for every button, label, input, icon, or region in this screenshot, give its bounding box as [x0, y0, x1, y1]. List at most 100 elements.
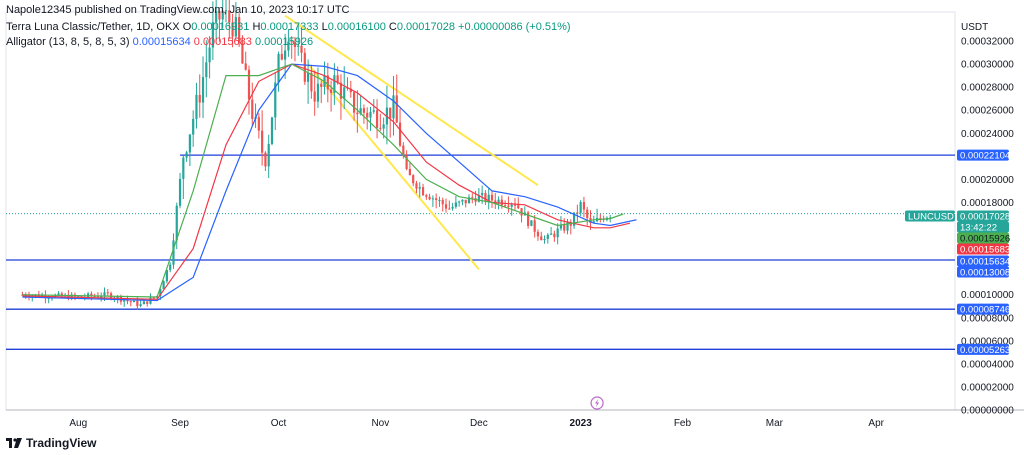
alligator-legend: Alligator (13, 8, 5, 8, 5, 3) 0.00015634… [6, 36, 313, 48]
alligator-lips-value: 0.00015926 [254, 36, 314, 48]
price-tag-text: 0.00015634 [960, 257, 1010, 268]
candle-down [90, 293, 93, 297]
candle-up [142, 301, 146, 305]
candle-down [244, 63, 247, 70]
y-tick-label: 0.00004000 [961, 359, 1014, 370]
candle-down [428, 196, 431, 200]
candle-up [185, 152, 188, 158]
ohlc-low: 0.00016100 [327, 21, 386, 33]
ohlc-change: +0.00000086 (+0.51%) [458, 21, 571, 33]
ohlc-open-label: O [182, 21, 192, 33]
candle-up [333, 75, 336, 93]
candle-down [129, 301, 132, 303]
x-tick-label: Oct [271, 418, 287, 429]
candle-down [247, 69, 251, 100]
candle-up [175, 205, 178, 241]
candle-down [300, 45, 303, 53]
candle-up [211, 22, 214, 48]
tradingview-brand: TradingView [26, 436, 97, 450]
candle-up [270, 117, 274, 144]
candle-up [392, 95, 395, 119]
candle-up [592, 221, 595, 223]
price-tag-text: 0.00015683 [960, 245, 1010, 256]
candle-down [280, 53, 283, 60]
candle-down [339, 82, 343, 99]
candle-down [504, 205, 507, 207]
x-tick-label: 2023 [570, 418, 593, 429]
candle-up [169, 264, 172, 271]
candle-down [405, 155, 408, 169]
candle-up [559, 224, 563, 229]
ohlc-open: 0.00016931 [191, 21, 250, 33]
candle-up [458, 201, 461, 203]
candle-up [77, 296, 80, 298]
candle-down [136, 300, 139, 307]
price-tag [957, 266, 1009, 278]
candle-down [231, 22, 234, 37]
y-tick-label: 0.00032000 [961, 37, 1014, 48]
candle-down [536, 231, 540, 237]
candle-down [146, 301, 149, 304]
candle-up [497, 199, 500, 204]
plot-frame [5, 11, 956, 411]
candle-up [572, 212, 576, 226]
candle-up [172, 240, 175, 265]
y-tick-label: 0.00002000 [961, 382, 1014, 393]
candle-up [224, 10, 228, 12]
candle-up [487, 194, 490, 202]
candle-up [195, 94, 198, 119]
candle-down [290, 41, 293, 43]
x-tick-label: Feb [674, 418, 692, 429]
candle-up [609, 217, 612, 219]
axis-currency: USDT [961, 22, 988, 33]
candle-down [375, 110, 379, 128]
price-tag [957, 243, 1009, 255]
candle-down [402, 145, 405, 156]
candle-down [520, 208, 523, 216]
y-tick-label: 0.00026000 [961, 106, 1014, 117]
tradingview-footer[interactable]: TradingView [6, 436, 96, 450]
y-tick-label: 0.00010000 [961, 290, 1014, 301]
candle-down [586, 209, 589, 218]
price-tag-text: 0.00015926 [960, 234, 1010, 245]
candle-up [215, 11, 218, 23]
y-tick-label: 0.00006000 [961, 336, 1014, 347]
candle-down [517, 205, 520, 209]
candle-down [389, 107, 392, 119]
candle-down [356, 112, 359, 115]
candle-down [408, 168, 411, 176]
candle-down [251, 99, 254, 119]
candle-up [208, 47, 211, 63]
candle-down [218, 11, 221, 20]
candle-up [284, 50, 287, 60]
price-tag-text: 0.00013008 [960, 268, 1010, 279]
candle-down [398, 122, 402, 146]
x-tick-label: Dec [470, 418, 488, 429]
ohlc-high: 0.00017333 [260, 21, 319, 33]
candle-down [329, 89, 333, 93]
candle-down [533, 220, 536, 232]
y-tick-label: 0.00018000 [961, 198, 1014, 209]
symbol-name[interactable]: Terra Luna Classic/Tether, 1D, OKX [6, 21, 180, 33]
alligator-label[interactable]: Alligator (13, 8, 5, 8, 5, 3) [6, 36, 130, 48]
candle-down [563, 224, 566, 231]
candle-up [372, 110, 375, 112]
alligator-teeth-line [22, 63, 631, 300]
candle-down [412, 175, 415, 184]
candle-up [103, 292, 106, 297]
alligator-jaw-value: 0.00015634 [132, 36, 191, 48]
candle-down [471, 197, 474, 199]
candle-down [241, 42, 244, 64]
candle-up [178, 178, 182, 206]
y-tick-label: 0.00020000 [961, 175, 1014, 186]
price-tag [957, 210, 1009, 222]
candle-down [293, 42, 297, 48]
candle-down [448, 208, 451, 210]
candle-up [165, 270, 169, 282]
candle-down [553, 233, 556, 238]
candle-down [320, 83, 323, 87]
candle-up [205, 62, 208, 78]
candle-up [556, 228, 559, 238]
